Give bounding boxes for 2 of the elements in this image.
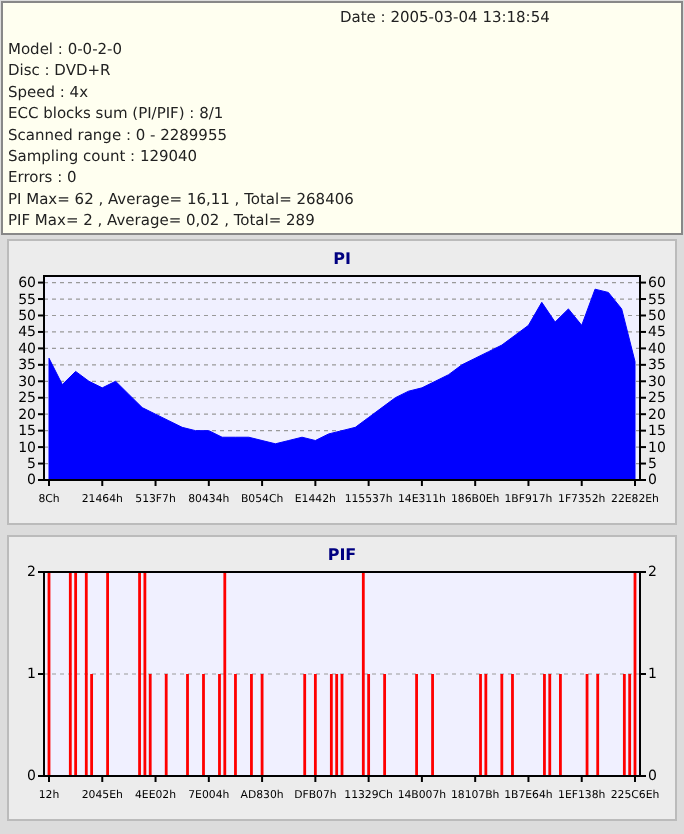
- chart-title: PI: [333, 250, 351, 268]
- chart-title: PIF: [327, 546, 357, 564]
